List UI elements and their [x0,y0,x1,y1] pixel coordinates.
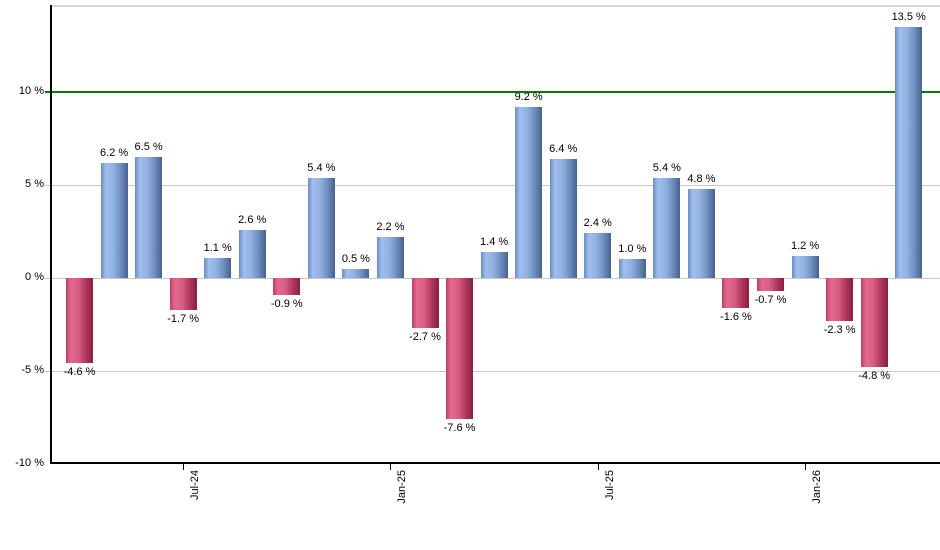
bar-value-label: 1.2 % [790,239,820,252]
y-tick-label: 0 % [25,271,44,283]
bar [376,237,404,278]
bar-value-label: 4.8 % [687,172,716,185]
y-tick-label: 10 % [18,85,44,98]
bar [100,162,128,278]
bar-value-label: 2.2 % [376,221,405,234]
bar [653,177,681,278]
bar [722,278,750,308]
bar-value-label: 0.5 % [341,252,370,265]
y-axis-line [50,5,52,464]
bar-value-label: -0.7 % [754,293,787,306]
bar [791,255,819,278]
bar-value-label: -2.7 % [409,331,441,344]
x-tick-mark [805,464,807,470]
bar-value-label: -4.6 % [63,366,96,379]
bar [307,177,335,278]
bar-value-label: 9.2 % [514,91,543,104]
bar [618,259,646,278]
x-tick-label-text: Jul-24 [189,470,202,500]
bar [826,278,854,321]
bar-value-label: 13.5 % [891,11,926,24]
x-axis-line [50,462,940,464]
bar-value-label: 1.4 % [480,236,509,248]
y-tick-label: -10 % [15,456,44,469]
bar [860,278,888,368]
bar-value-label: -2.3 % [823,323,856,336]
plot-area: -4.6 % 6.2 % 6.5 % -1.7 % 1.1 % 2.6 % -0.9 % 5.… [45,5,940,464]
bar [342,268,370,278]
bar [687,188,715,278]
bar [135,157,163,278]
bar-value-label: 6.2 % [99,146,129,159]
bar-value-label: 1.1 % [203,241,232,254]
bar-value-label: 1.0 % [618,243,647,256]
reference-line-10pct [45,91,940,93]
bar [515,107,543,278]
bar [895,27,923,278]
bar-value-label: -1.6 % [720,310,752,323]
y-tick-label: -5 % [21,363,44,376]
gridline--5pct [45,371,940,372]
bar [757,278,784,291]
x-tick-label-text: Jan-26 [811,470,824,504]
plot-top-border [50,5,940,7]
bar-value-label: 5.4 % [307,161,336,174]
x-tick-mark [390,464,392,470]
gridline-0pct [45,278,940,279]
bar-value-label: 2.4 % [583,217,612,230]
x-tick-mark [597,464,599,470]
x-tick-label-text: Jul-25 [603,470,616,500]
x-tick-mark [183,464,185,470]
bar [238,229,266,278]
bar [411,278,439,329]
bar [169,278,197,310]
bar-value-label: -4.8 % [858,370,891,383]
bar [273,278,301,295]
bar [584,233,612,278]
y-tick-label: 5 % [25,178,44,191]
bar-value-label: -0.9 % [270,297,303,310]
bar-value-label: 5.4 % [652,161,681,174]
x-tick-label-text: Jan-25 [396,470,409,504]
gridline-5pct [45,185,940,186]
bar-value-label: -7.6 % [443,422,476,435]
bar [480,252,508,278]
bar-value-label: 6.4 % [549,143,578,156]
bar-value-label: -1.7 % [167,312,200,325]
bar [66,278,93,364]
bar [549,159,577,278]
bar [204,257,232,278]
bar [446,278,474,420]
bar-value-label: 2.6 % [238,213,267,226]
bar-value-label: 6.5 % [134,141,163,154]
